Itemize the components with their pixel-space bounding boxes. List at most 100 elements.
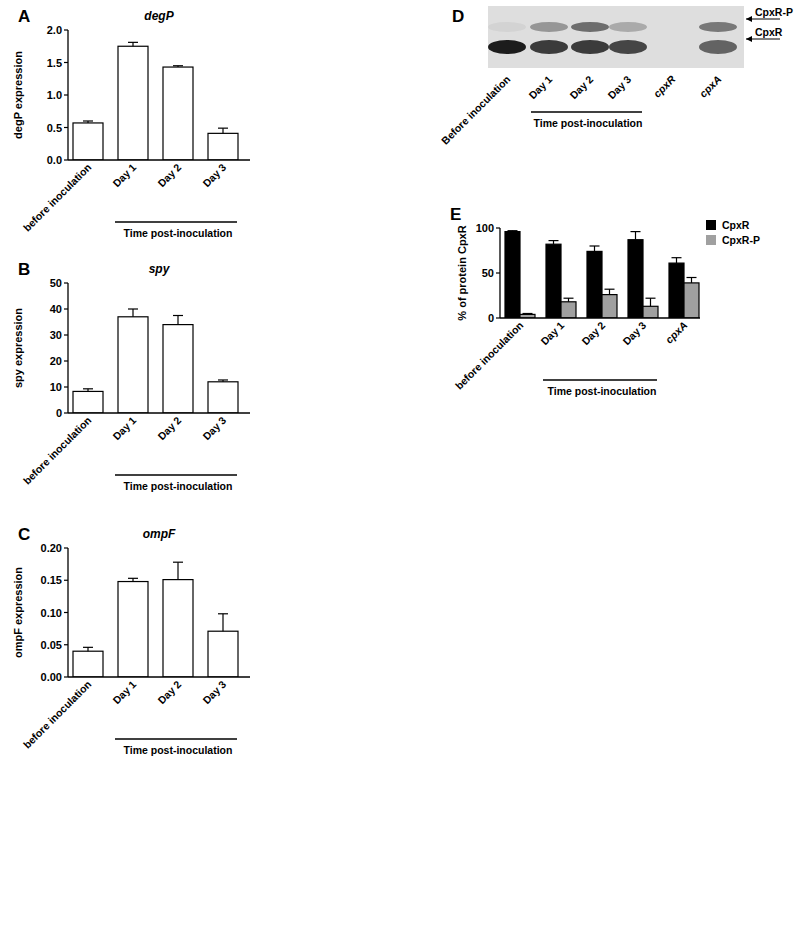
error-line bbox=[635, 232, 636, 240]
error-bar bbox=[508, 230, 518, 232]
x-axis-line bbox=[68, 159, 250, 160]
blot-band bbox=[609, 40, 647, 54]
lane-label: Day 1 bbox=[526, 73, 554, 101]
error-cap bbox=[173, 315, 183, 316]
blot-membrane bbox=[488, 6, 744, 68]
error-cap bbox=[83, 120, 93, 121]
lane-label: cpxR bbox=[651, 73, 678, 100]
error-cap bbox=[128, 578, 138, 579]
bar bbox=[505, 232, 520, 318]
bar bbox=[163, 325, 193, 413]
error-bar bbox=[173, 66, 183, 67]
error-bar bbox=[83, 121, 93, 123]
error-bar bbox=[218, 614, 228, 631]
error-bar bbox=[646, 298, 656, 306]
error-cap bbox=[173, 562, 183, 563]
y-tick-label: 0.0 bbox=[47, 154, 62, 166]
error-bar bbox=[173, 316, 183, 325]
y-tick-label: 40 bbox=[50, 303, 62, 315]
group-label: Time post-inoculation bbox=[534, 117, 643, 129]
error-cap bbox=[605, 289, 615, 290]
x-tick-label: Day 2 bbox=[155, 161, 183, 189]
x-tick-label: before inoculation bbox=[21, 161, 94, 234]
y-tick-label: 2.0 bbox=[47, 24, 62, 36]
panel-e: E% of protein CpxR050100before inoculati… bbox=[450, 205, 760, 397]
panel-label: D bbox=[452, 7, 464, 26]
x-tick-label: Day 3 bbox=[620, 319, 648, 347]
panel-d: DBefore inoculationDay 1Day 2Day 3cpxRcp… bbox=[439, 6, 793, 147]
bar bbox=[73, 123, 103, 160]
y-tick-label: 0.00 bbox=[41, 671, 62, 683]
bar bbox=[546, 244, 561, 318]
error-bar bbox=[218, 380, 228, 382]
error-cap bbox=[83, 388, 93, 389]
y-tick bbox=[64, 334, 68, 335]
bar bbox=[73, 391, 103, 413]
group-line bbox=[543, 379, 657, 381]
y-tick bbox=[496, 227, 500, 228]
error-cap bbox=[687, 277, 697, 278]
x-tick-label: Day 1 bbox=[110, 161, 138, 189]
chart-title: degP bbox=[144, 9, 174, 23]
y-tick bbox=[64, 127, 68, 128]
x-axis-line bbox=[68, 676, 250, 677]
error-bar bbox=[83, 647, 93, 651]
bar bbox=[208, 631, 238, 677]
group-line bbox=[115, 221, 237, 223]
background bbox=[0, 0, 800, 926]
x-tick-label: before inoculation bbox=[21, 414, 94, 487]
error-line bbox=[177, 562, 178, 579]
error-cap bbox=[218, 613, 228, 614]
marks bbox=[73, 42, 238, 160]
legend-label: CpxR bbox=[722, 219, 750, 231]
legend-swatch bbox=[706, 220, 716, 230]
error-cap bbox=[173, 65, 183, 66]
y-tick bbox=[496, 317, 500, 318]
group-line bbox=[531, 111, 642, 113]
blot-band bbox=[571, 22, 609, 32]
chart-title: ompF bbox=[143, 527, 176, 541]
bar bbox=[208, 133, 238, 160]
y-tick bbox=[64, 308, 68, 309]
bar bbox=[208, 382, 238, 413]
blot-band bbox=[571, 40, 609, 54]
band-label: CpxR bbox=[755, 26, 783, 38]
x-tick-label: Day 2 bbox=[155, 414, 183, 442]
lane-label: Day 2 bbox=[567, 73, 595, 101]
figure: AdegPdegP expression0.00.51.01.52.0befor… bbox=[0, 0, 800, 926]
y-tick-label: 50 bbox=[50, 277, 62, 289]
bar bbox=[669, 263, 684, 318]
error-cap bbox=[564, 298, 574, 299]
error-bar bbox=[523, 313, 533, 315]
bar bbox=[628, 240, 643, 318]
panel-label: B bbox=[18, 260, 30, 279]
y-tick bbox=[64, 29, 68, 30]
group-line bbox=[115, 738, 237, 740]
error-line bbox=[609, 289, 610, 294]
y-tick bbox=[64, 360, 68, 361]
bar bbox=[163, 580, 193, 677]
x-tick-label: Day 2 bbox=[579, 319, 607, 347]
group-label: Time post-inoculation bbox=[124, 744, 233, 756]
blot-band bbox=[609, 22, 647, 32]
bar bbox=[602, 295, 617, 318]
error-cap bbox=[631, 231, 641, 232]
error-line bbox=[691, 278, 692, 283]
blot-band bbox=[530, 22, 568, 32]
lane-label: Day 3 bbox=[605, 73, 633, 101]
error-line bbox=[676, 258, 677, 263]
error-cap bbox=[549, 240, 559, 241]
legend-swatch bbox=[706, 235, 716, 245]
y-axis-line bbox=[67, 283, 68, 413]
legend-label: CpxR-P bbox=[722, 234, 760, 246]
x-axis-line bbox=[68, 412, 250, 413]
error-bar bbox=[83, 389, 93, 392]
x-tick-label: Day 1 bbox=[538, 319, 566, 347]
error-cap bbox=[646, 298, 656, 299]
bar bbox=[118, 46, 148, 160]
error-line bbox=[132, 309, 133, 317]
lane-label: cpxA bbox=[697, 73, 724, 100]
y-axis-label: degP expression bbox=[12, 51, 24, 139]
x-tick-label: Day 3 bbox=[200, 678, 228, 706]
error-bar bbox=[128, 42, 138, 46]
